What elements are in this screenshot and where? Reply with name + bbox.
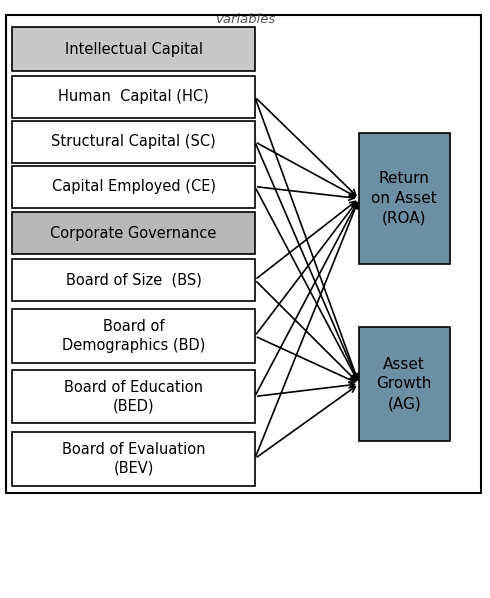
Bar — [12, 212, 255, 254]
Bar — [12, 26, 255, 72]
Bar — [12, 432, 255, 486]
Bar — [359, 133, 450, 264]
Bar — [12, 76, 255, 118]
Text: Corporate Governance: Corporate Governance — [50, 225, 217, 241]
Text: Board of Size  (BS): Board of Size (BS) — [66, 272, 201, 288]
Text: Intellectual Capital: Intellectual Capital — [65, 41, 202, 57]
Text: Board of Evaluation
(BEV): Board of Evaluation (BEV) — [62, 442, 205, 475]
Bar — [6, 15, 481, 493]
Text: Board of
Demographics (BD): Board of Demographics (BD) — [62, 319, 205, 353]
Text: variables: variables — [215, 13, 275, 26]
Bar — [12, 370, 255, 423]
Bar — [12, 309, 255, 363]
Text: Asset
Growth
(AG): Asset Growth (AG) — [376, 356, 432, 411]
Text: Human  Capital (HC): Human Capital (HC) — [58, 89, 209, 105]
Bar — [359, 327, 450, 441]
Bar — [12, 166, 255, 208]
Bar — [12, 259, 255, 301]
Text: Capital Employed (CE): Capital Employed (CE) — [51, 179, 216, 194]
Text: Return
on Asset
(ROA): Return on Asset (ROA) — [371, 171, 437, 226]
Bar — [12, 121, 255, 163]
Text: Board of Education
(BED): Board of Education (BED) — [64, 380, 203, 413]
Text: Structural Capital (SC): Structural Capital (SC) — [51, 134, 216, 150]
